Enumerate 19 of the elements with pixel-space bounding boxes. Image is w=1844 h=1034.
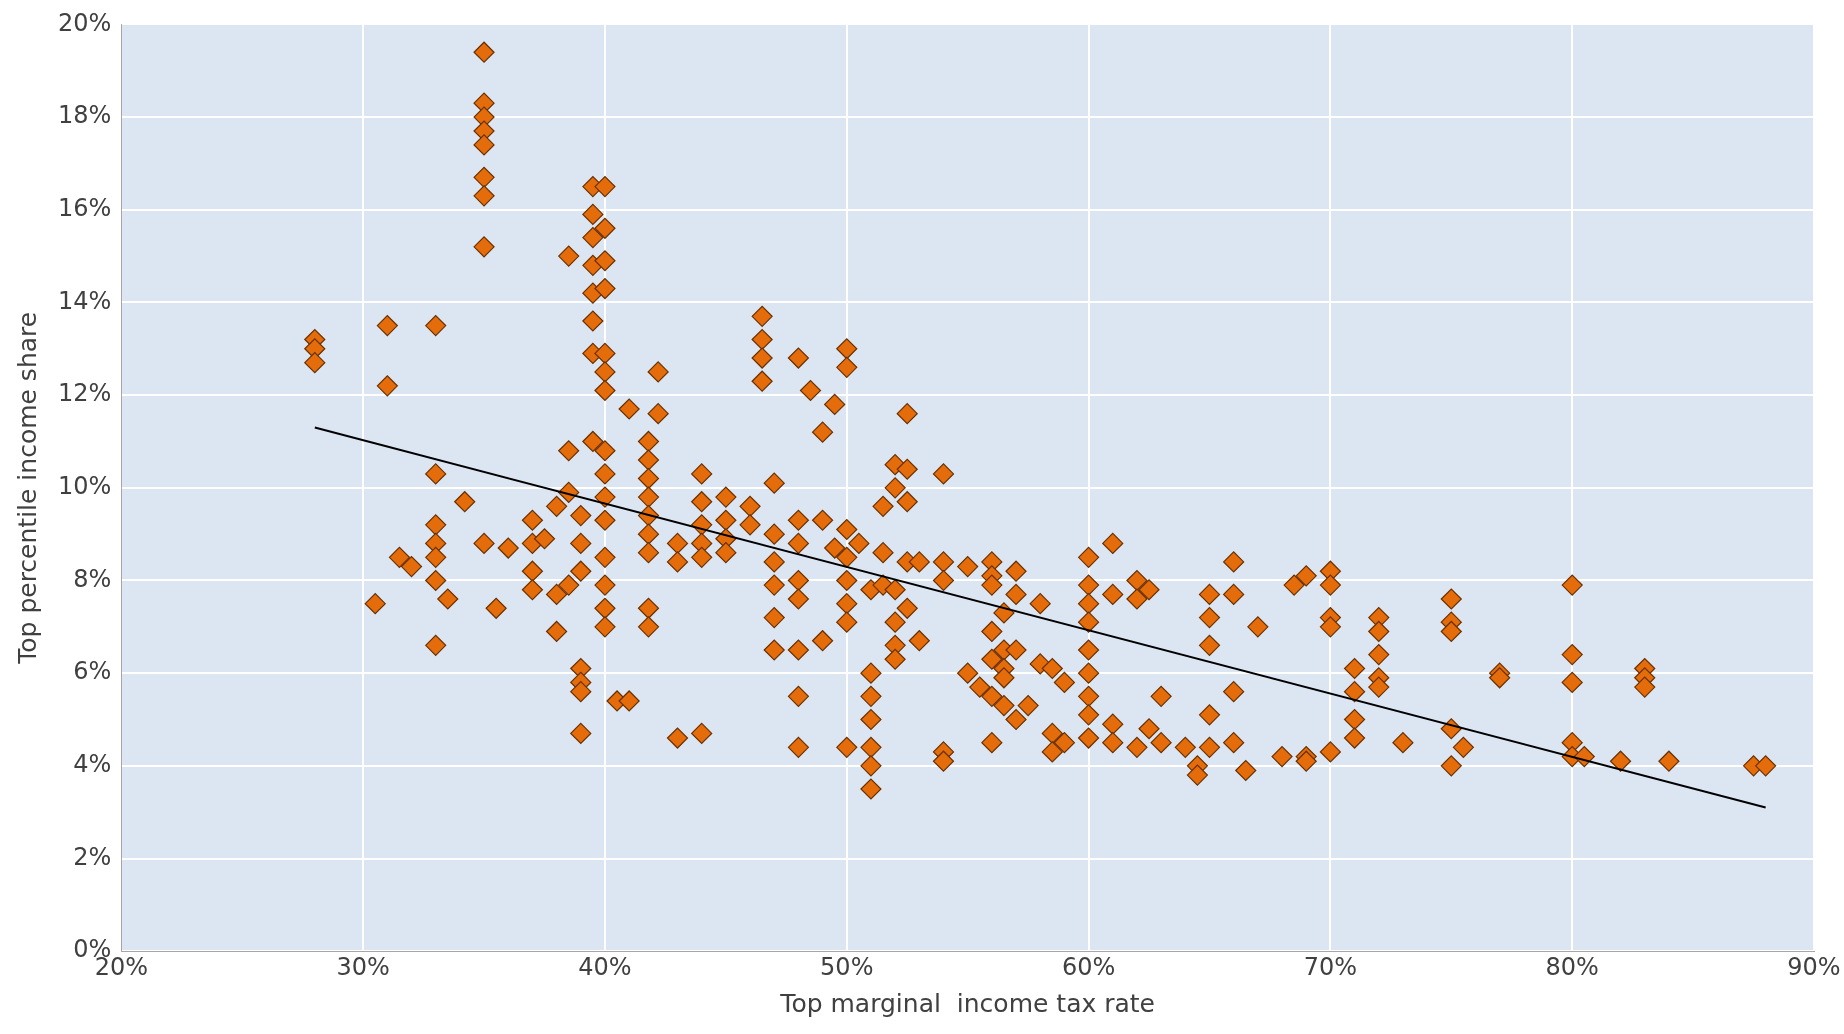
y-tick-label: 4%: [73, 750, 112, 779]
y-tick-label: 12%: [58, 379, 112, 408]
x-axis-title: Top marginal income tax rate: [779, 988, 1155, 1018]
x-tick-label: 60%: [1061, 952, 1116, 981]
y-tick-label: 6%: [73, 657, 112, 686]
y-tick-label: 10%: [58, 472, 112, 501]
x-tick-label: 30%: [336, 952, 390, 981]
x-tick-label: 90%: [1787, 952, 1841, 981]
y-tick-label: 20%: [58, 8, 112, 37]
x-tick-label: 70%: [1303, 952, 1358, 981]
y-tick-label: 14%: [58, 286, 112, 315]
y-tick-label: 16%: [58, 193, 112, 222]
x-tick-label: 50%: [820, 952, 874, 981]
x-tick-label: 80%: [1545, 952, 1599, 981]
y-tick-label: 18%: [58, 101, 112, 130]
y-tick-label: 8%: [73, 564, 112, 593]
y-tick-label: 2%: [73, 842, 112, 871]
y-axis-title: Top percentile income share: [12, 311, 42, 665]
x-tick-label: 40%: [578, 952, 632, 981]
